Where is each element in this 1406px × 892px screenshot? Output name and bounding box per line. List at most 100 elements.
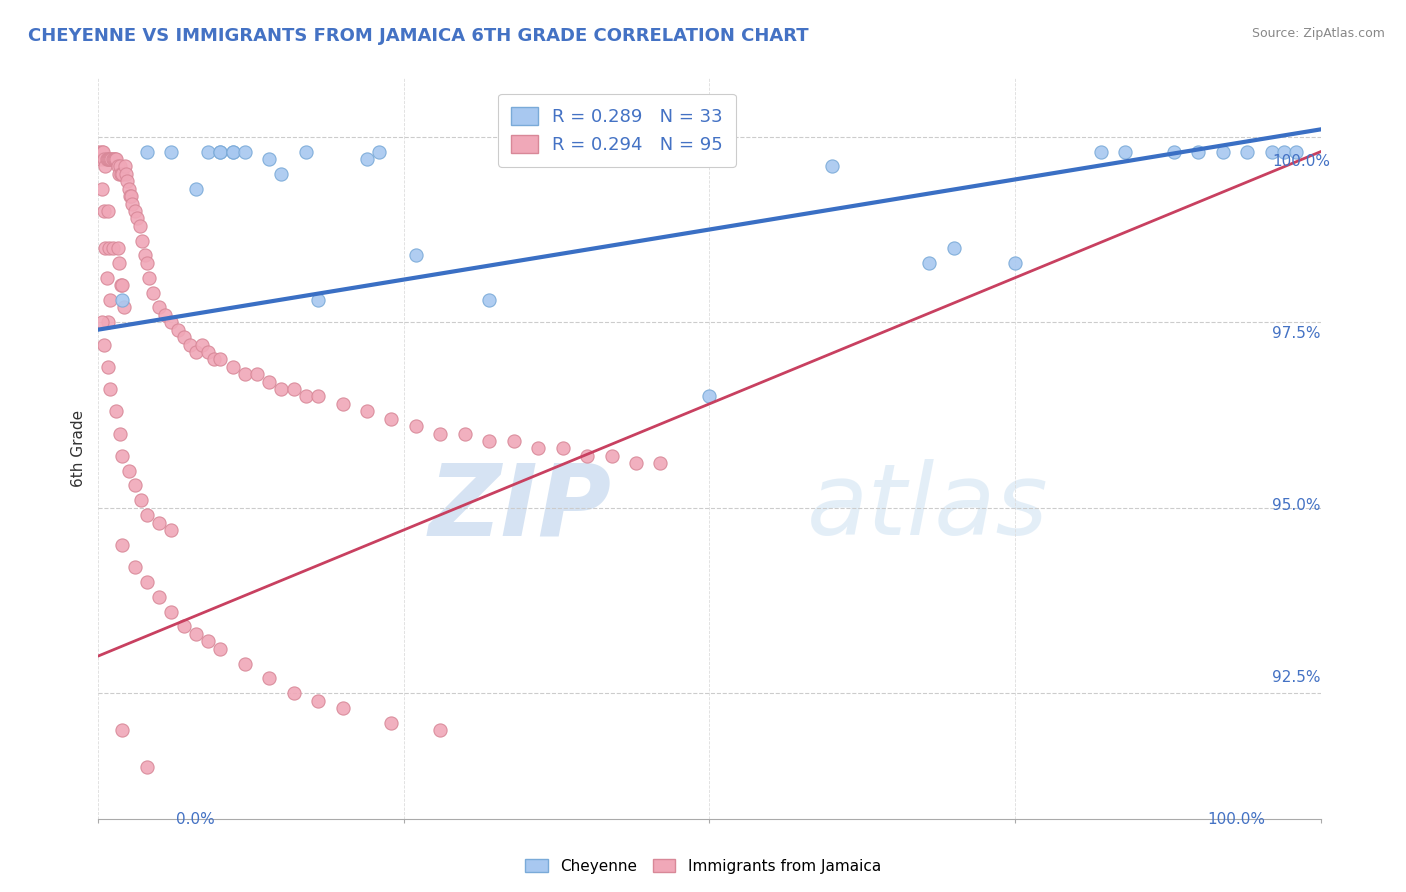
- Point: [155, 308, 177, 322]
- Point: [97, 152, 120, 166]
- Point: [124, 478, 146, 492]
- Point: [98, 293, 121, 307]
- Point: [97, 359, 120, 374]
- Point: [1004, 256, 1026, 270]
- Point: [89, 152, 111, 166]
- Legend: Cheyenne, Immigrants from Jamaica: Cheyenne, Immigrants from Jamaica: [519, 853, 887, 880]
- Point: [429, 426, 451, 441]
- Point: [173, 330, 195, 344]
- Point: [107, 241, 129, 255]
- Point: [94, 241, 117, 255]
- Point: [233, 367, 256, 381]
- Point: [600, 449, 623, 463]
- Point: [160, 145, 183, 159]
- Point: [90, 182, 112, 196]
- Point: [502, 434, 524, 448]
- Point: [270, 167, 292, 181]
- Point: [128, 219, 150, 233]
- Point: [104, 152, 127, 166]
- Point: [148, 301, 170, 315]
- Point: [1212, 145, 1234, 159]
- Point: [108, 426, 131, 441]
- Point: [136, 760, 159, 774]
- Point: [148, 590, 170, 604]
- Point: [221, 359, 243, 374]
- Point: [101, 241, 124, 255]
- Point: [307, 693, 329, 707]
- Point: [295, 389, 318, 403]
- Point: [429, 723, 451, 738]
- Point: [270, 382, 292, 396]
- Point: [942, 241, 965, 255]
- Point: [650, 456, 672, 470]
- Point: [91, 145, 114, 159]
- Point: [209, 641, 232, 656]
- Point: [184, 182, 207, 196]
- Point: [307, 389, 329, 403]
- Point: [332, 397, 354, 411]
- Point: [283, 382, 305, 396]
- Point: [111, 449, 134, 463]
- Point: [105, 404, 128, 418]
- Point: [380, 411, 402, 425]
- Point: [96, 152, 118, 166]
- Point: [101, 152, 124, 166]
- Point: [1285, 145, 1308, 159]
- Legend: R = 0.289   N = 33, R = 0.294   N = 95: R = 0.289 N = 33, R = 0.294 N = 95: [498, 94, 735, 167]
- Point: [94, 160, 117, 174]
- Point: [124, 560, 146, 574]
- Point: [221, 145, 243, 159]
- Point: [197, 634, 219, 648]
- Point: [551, 442, 574, 456]
- Point: [202, 352, 225, 367]
- Point: [1090, 145, 1112, 159]
- Point: [112, 301, 135, 315]
- Point: [184, 627, 207, 641]
- Point: [89, 145, 111, 159]
- Point: [246, 367, 269, 381]
- Point: [98, 382, 121, 396]
- Point: [1236, 145, 1258, 159]
- Point: [257, 671, 280, 685]
- Point: [209, 352, 232, 367]
- Point: [136, 508, 159, 523]
- Point: [209, 145, 232, 159]
- Point: [98, 241, 121, 255]
- Point: [179, 337, 201, 351]
- Point: [184, 345, 207, 359]
- Point: [111, 167, 134, 181]
- Point: [134, 248, 156, 262]
- Point: [624, 456, 647, 470]
- Point: [100, 152, 122, 166]
- Text: 100.0%: 100.0%: [1208, 812, 1265, 827]
- Text: ZIP: ZIP: [429, 459, 612, 557]
- Point: [138, 270, 160, 285]
- Point: [97, 204, 120, 219]
- Point: [115, 167, 138, 181]
- Point: [478, 434, 501, 448]
- Text: atlas: atlas: [807, 459, 1049, 557]
- Point: [93, 204, 115, 219]
- Point: [96, 270, 118, 285]
- Point: [295, 145, 318, 159]
- Point: [120, 189, 142, 203]
- Point: [129, 493, 152, 508]
- Point: [111, 723, 134, 738]
- Text: 0.0%: 0.0%: [176, 812, 215, 827]
- Point: [117, 174, 139, 188]
- Point: [103, 152, 125, 166]
- Point: [108, 160, 131, 174]
- Text: 100.0%: 100.0%: [1272, 154, 1330, 169]
- Point: [93, 152, 115, 166]
- Point: [90, 145, 112, 159]
- Point: [527, 442, 550, 456]
- Point: [93, 337, 115, 351]
- Point: [107, 160, 129, 174]
- Point: [233, 145, 256, 159]
- Point: [283, 686, 305, 700]
- Point: [98, 152, 121, 166]
- Point: [110, 278, 132, 293]
- Text: 92.5%: 92.5%: [1272, 670, 1320, 685]
- Point: [111, 278, 134, 293]
- Point: [820, 160, 842, 174]
